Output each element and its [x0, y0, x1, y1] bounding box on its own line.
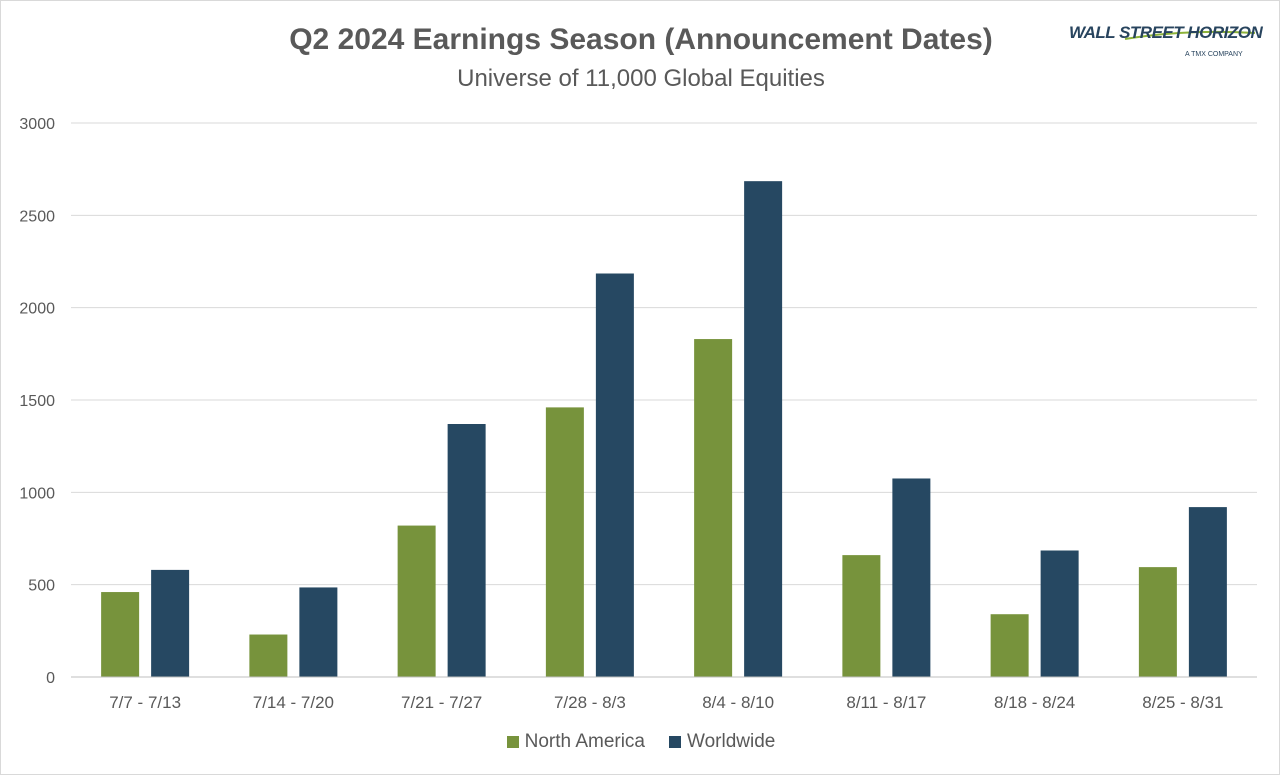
y-tick-label: 0 — [46, 670, 55, 687]
bar-worldwide — [151, 569, 190, 677]
y-tick-label: 2000 — [19, 301, 55, 318]
y-tick-label: 1000 — [19, 485, 55, 502]
x-tick-label: 7/28 - 8/3 — [554, 693, 626, 712]
bar-worldwide — [595, 273, 634, 677]
x-tick-label: 7/14 - 7/20 — [253, 693, 334, 712]
y-tick-label: 500 — [28, 578, 55, 595]
logo-swoosh-icon — [1124, 30, 1256, 40]
bar-north-america — [101, 592, 140, 677]
bar-north-america — [397, 525, 436, 677]
chart-subtitle: Universe of 11,000 Global Equities — [457, 65, 825, 92]
legend-swatch-north-america — [506, 736, 519, 748]
bar-worldwide — [744, 181, 783, 678]
legend-swatch-worldwide — [669, 736, 681, 748]
y-tick-label: 3000 — [19, 116, 55, 133]
legend-label-worldwide: Worldwide — [687, 731, 776, 752]
x-tick-label: 8/18 - 8/24 — [994, 693, 1075, 712]
wall-street-horizon-logo: WALL STREET HORIZON A TMX COMPANY — [1065, 21, 1265, 69]
bar-worldwide — [447, 424, 486, 677]
logo-wordmark: WALL STREET HORIZON — [1069, 23, 1263, 42]
x-tick-label: 8/4 - 8/10 — [702, 693, 774, 712]
chart-title: Q2 2024 Earnings Season (Announcement Da… — [289, 23, 993, 56]
legend-item-worldwide: Worldwide — [669, 731, 775, 753]
bar-north-america — [990, 614, 1029, 677]
legend-label-north-america: North America — [524, 731, 645, 752]
bar-worldwide — [1040, 550, 1079, 677]
bar-worldwide — [892, 478, 931, 677]
bar-worldwide — [299, 587, 338, 677]
x-tick-label: 8/25 - 8/31 — [1142, 693, 1223, 712]
x-tick-label: 7/7 - 7/13 — [109, 693, 181, 712]
bar-north-america — [545, 407, 584, 677]
y-tick-label: 2500 — [19, 208, 55, 225]
x-tick-label: 8/11 - 8/17 — [846, 693, 926, 712]
legend-item-north-america: North America — [506, 731, 645, 753]
legend: North America Worldwide — [1, 731, 1280, 753]
bar-north-america — [694, 339, 733, 677]
bar-north-america — [1138, 567, 1177, 677]
x-tick-label: 7/21 - 7/27 — [401, 693, 482, 712]
bar-north-america — [842, 555, 881, 677]
bar-worldwide — [1188, 507, 1227, 677]
y-tick-label: 1500 — [19, 393, 55, 410]
bar-north-america — [249, 634, 288, 677]
logo-tagline: A TMX COMPANY — [1185, 51, 1243, 58]
